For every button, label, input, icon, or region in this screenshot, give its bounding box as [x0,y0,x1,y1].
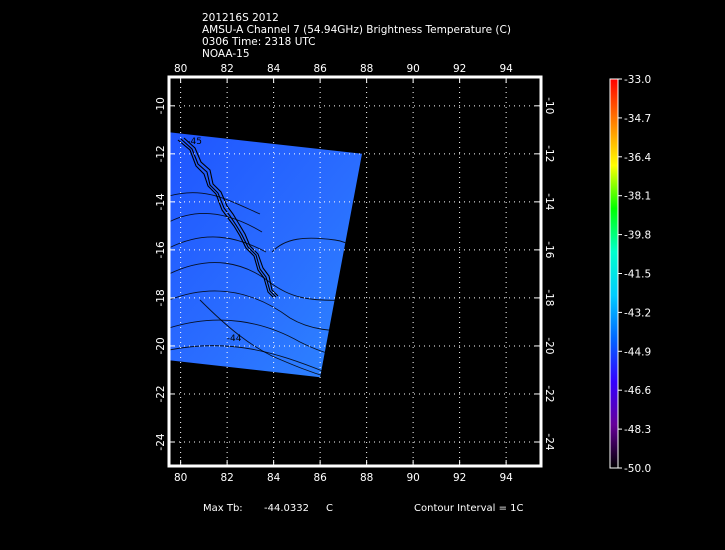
contour-line-7 [169,345,326,373]
y-tick-label-left: -12 [155,145,167,162]
x-tick-label-bottom: 88 [360,472,373,484]
colorbar-label: -50.0 [624,463,651,475]
colorbar-label: -33.0 [624,74,651,86]
colorbar-label: -41.5 [624,269,651,281]
x-tick-label-top: 92 [453,63,466,75]
x-tick-label-bottom: 86 [313,472,327,484]
colorbar-label: -39.8 [624,230,651,242]
y-tick-label-left: -22 [155,385,167,402]
colorbar-label: -36.4 [624,152,651,164]
header-line-2: AMSU-A Channel 7 (54.94GHz) Brightness T… [202,24,511,36]
x-tick-label-bottom: 94 [499,472,513,484]
x-tick-label-bottom: 80 [174,472,187,484]
y-tick-label-left: -16 [155,241,167,258]
x-tick-label-top: 84 [267,63,281,75]
contour-value-label: -44 [227,334,242,344]
y-tick-label-left: -20 [155,337,167,354]
max-tb-label: Max Tb: [203,503,243,514]
contour-line-9 [199,299,331,378]
max-tb-value: -44.0332 [264,503,309,514]
y-tick-label-left: -14 [155,193,167,210]
x-tick-label-bottom: 90 [406,472,419,484]
y-tick-label-left: -18 [155,289,167,306]
x-tick-label-top: 80 [174,63,187,75]
x-tick-label-bottom: 82 [220,472,233,484]
y-tick-label-right: -12 [543,145,555,162]
max-tb-unit: C [326,503,333,514]
colorbar [609,78,619,469]
colorbar-label: -38.1 [624,191,651,203]
y-tick-label-right: -20 [543,337,555,354]
y-tick-label-left: -10 [155,97,167,114]
plot-frame [167,75,543,468]
x-tick-label-bottom: 84 [267,472,281,484]
contour-line-1 [169,192,261,215]
x-tick-label-top: 88 [360,63,373,75]
data-swath [169,132,362,378]
colorbar-label: -34.7 [624,113,651,125]
contour-line-2 [169,212,263,233]
x-tick-label-top: 94 [499,63,513,75]
colorbar-label: -43.2 [624,307,651,319]
y-tick-label-right: -18 [543,289,555,306]
x-tick-label-bottom: 92 [453,472,466,484]
contour-coast-1 [177,139,275,299]
contour-coast-2 [183,137,279,297]
x-tick-label-top: 90 [406,63,419,75]
header-line-1: 201216S 2012 [202,12,279,24]
header-line-4: NOAA-15 [202,48,250,60]
contour-line-4 [169,262,351,301]
colorbar-label: -48.3 [624,424,651,436]
y-tick-label-right: -14 [543,193,555,210]
x-tick-label-top: 82 [220,63,233,75]
y-tick-label-right: -24 [543,433,555,450]
colorbar-label: -44.9 [624,346,651,358]
contour-interval: Contour Interval = 1C [414,503,524,514]
x-tick-label-top: 86 [313,63,327,75]
y-tick-label-left: -24 [155,433,167,450]
contour-line-3 [169,236,267,253]
contour-value-label: -45 [187,137,202,147]
contour-coast-3 [180,138,277,298]
y-tick-label-right: -10 [543,97,555,114]
y-tick-label-right: -16 [543,241,555,258]
colorbar-label: -46.6 [624,385,651,397]
header-line-3: 0306 Time: 2318 UTC [202,36,316,48]
y-tick-label-right: -22 [543,385,555,402]
